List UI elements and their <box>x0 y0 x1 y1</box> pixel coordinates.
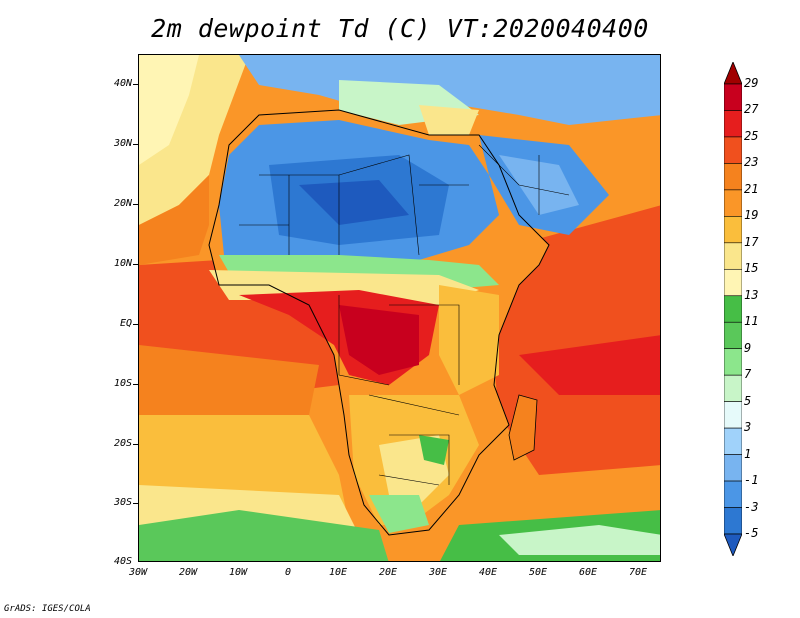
colorbar-swatch <box>724 268 742 297</box>
colorbar-swatch <box>724 348 742 376</box>
lat-label-eq: EQ <box>119 318 132 329</box>
lat-label-40n: 40N <box>113 78 132 89</box>
lat-label-30n: 30N <box>113 138 132 149</box>
colorbar-label: 23 <box>744 155 759 170</box>
colorbar-arrow-top <box>724 62 742 85</box>
lat-tick <box>133 503 138 504</box>
colorbar-label: -5 <box>744 526 759 540</box>
southern-ocean-light <box>499 525 660 555</box>
lat-label-10s: 10S <box>113 378 132 389</box>
lat-label-40s: 40S <box>113 556 132 567</box>
colorbar-label: 11 <box>744 314 759 329</box>
south-atlantic-warm <box>139 345 319 415</box>
colorbar-swatch <box>724 216 742 244</box>
southern-ocean-green <box>139 510 389 561</box>
colorbar-swatch <box>724 401 742 429</box>
colorbar-label: 9 <box>744 340 752 355</box>
lon-label-60e: 60E <box>578 567 598 578</box>
lat-tick <box>133 84 138 85</box>
sahara-driest <box>299 180 409 225</box>
colorbar-swatch <box>724 136 742 164</box>
colorbar <box>724 62 742 556</box>
south-africa-green <box>369 495 429 533</box>
lon-label-30w: 30W <box>128 567 148 578</box>
colorbar-label: 27 <box>744 102 759 117</box>
dewpoint-map <box>139 55 660 561</box>
lat-label-10n: 10N <box>113 258 132 269</box>
east-africa-highlands <box>439 285 499 395</box>
colorbar-label: -1 <box>744 473 759 488</box>
colorbar-label: 7 <box>744 367 752 382</box>
lon-label-10e: 10E <box>328 567 348 578</box>
lat-tick <box>133 384 138 385</box>
lat-label-20n: 20N <box>113 198 132 209</box>
colorbar-swatch <box>724 454 742 482</box>
colorbar-swatch <box>724 242 742 270</box>
lat-label-30s: 30S <box>113 497 132 508</box>
colorbar-swatch <box>724 507 742 535</box>
europe-region <box>239 55 660 125</box>
colorbar-label: 5 <box>744 393 752 408</box>
lon-label-10w: 10W <box>228 567 248 578</box>
lat-tick <box>133 264 138 265</box>
colorbar-label: 17 <box>744 234 759 249</box>
lat-tick <box>133 204 138 205</box>
lon-label-30e: 30E <box>428 567 448 578</box>
eastern-med <box>419 105 479 135</box>
colorbar-label: 3 <box>744 420 752 435</box>
congo-humid-core <box>339 305 419 375</box>
colorbar-label: 13 <box>744 287 759 302</box>
map-title: 2m dewpoint Td (C) VT:2020040400 <box>151 14 649 43</box>
colorbar-label: 21 <box>744 181 759 196</box>
colorbar-swatch <box>724 427 742 455</box>
colorbar-swatch <box>724 480 742 508</box>
colorbar-label: 29 <box>744 76 759 90</box>
lon-label-20w: 20W <box>178 567 198 578</box>
madagascar <box>508 394 538 461</box>
atlantic-sub-band <box>139 175 209 265</box>
colorbar-swatch <box>724 321 742 350</box>
colorbar-label: 25 <box>744 128 759 143</box>
country-borders <box>239 144 570 486</box>
lon-label-70e: 70E <box>628 567 648 578</box>
lat-tick <box>133 444 138 445</box>
lat-label-20s: 20S <box>113 438 132 449</box>
colorbar-swatch <box>724 110 742 138</box>
colorbar-label: 19 <box>744 208 759 223</box>
colorbar-label: -3 <box>744 499 759 514</box>
colorbar-swatch <box>724 163 742 191</box>
colorbar-swatch <box>724 83 742 111</box>
kalahari-green <box>419 435 449 465</box>
lon-label-20e: 20E <box>378 567 398 578</box>
lon-label-50e: 50E <box>528 567 548 578</box>
africa-coastline <box>208 109 550 536</box>
grads-credit: GrADS: IGES/COLA <box>4 604 91 614</box>
indian-ocean-warm <box>519 335 660 395</box>
map-plot-area <box>138 54 661 562</box>
lat-tick <box>133 144 138 145</box>
colorbar-label: 1 <box>744 446 752 461</box>
lon-label-0: 0 <box>284 567 292 578</box>
lat-tick <box>133 324 138 325</box>
colorbar-arrow-bottom <box>724 533 742 556</box>
lon-label-40e: 40E <box>478 567 498 578</box>
colorbar-swatch <box>724 374 742 402</box>
colorbar-swatch <box>724 295 742 323</box>
colorbar-swatch <box>724 189 742 217</box>
colorbar-label: 15 <box>744 261 759 276</box>
north-atlantic-cool <box>139 55 199 165</box>
indian-ocean-south <box>519 465 660 525</box>
